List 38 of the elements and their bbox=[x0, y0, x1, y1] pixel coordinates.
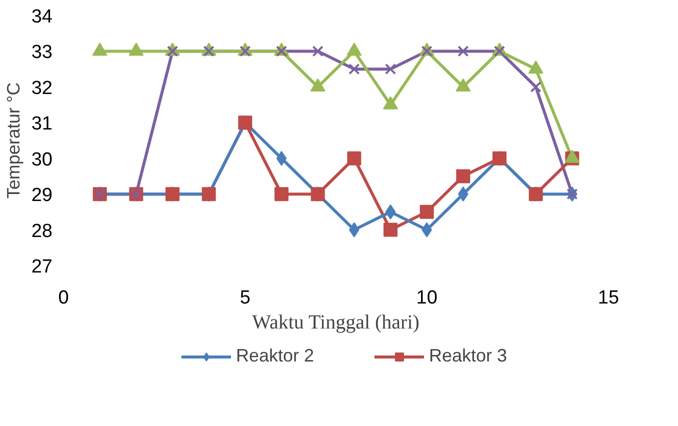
y-tick-label: 32 bbox=[31, 78, 53, 99]
y-tick-label: 31 bbox=[31, 114, 53, 135]
point bbox=[384, 222, 398, 237]
x-tick-label: 0 bbox=[58, 288, 69, 308]
point bbox=[530, 81, 542, 93]
y-tick-label: 28 bbox=[31, 220, 53, 242]
y-axis-title: Temperatur °C bbox=[3, 82, 24, 199]
point bbox=[166, 46, 178, 57]
y-tick-label: 27 bbox=[31, 256, 53, 278]
x-tick-label: 10 bbox=[416, 288, 438, 308]
point bbox=[385, 204, 396, 220]
y-tick-label: 34 bbox=[31, 6, 53, 28]
legend-label: Reaktor 2 bbox=[236, 346, 314, 366]
point bbox=[384, 63, 396, 75]
x-axis-title: Waktu Tinggal (hari) bbox=[252, 312, 420, 334]
point bbox=[458, 46, 469, 57]
point bbox=[312, 46, 324, 57]
point bbox=[494, 46, 506, 57]
point bbox=[346, 42, 362, 56]
x-tick-label: 15 bbox=[598, 288, 620, 308]
point bbox=[128, 42, 144, 56]
point bbox=[276, 150, 287, 166]
point bbox=[274, 187, 288, 202]
point bbox=[456, 78, 471, 92]
x-tick-label: 5 bbox=[240, 288, 250, 308]
legend-label: Reaktor 3 bbox=[429, 346, 508, 366]
y-tick-label: 30 bbox=[31, 149, 53, 170]
point bbox=[383, 96, 398, 110]
y-tick-label: 33 bbox=[31, 42, 53, 64]
point bbox=[348, 63, 360, 75]
point bbox=[92, 42, 108, 56]
y-tick-label: 29 bbox=[31, 185, 53, 206]
point bbox=[420, 204, 434, 219]
point bbox=[347, 151, 362, 166]
point bbox=[456, 169, 470, 184]
point bbox=[310, 78, 326, 92]
point bbox=[528, 60, 544, 74]
point bbox=[276, 46, 288, 57]
